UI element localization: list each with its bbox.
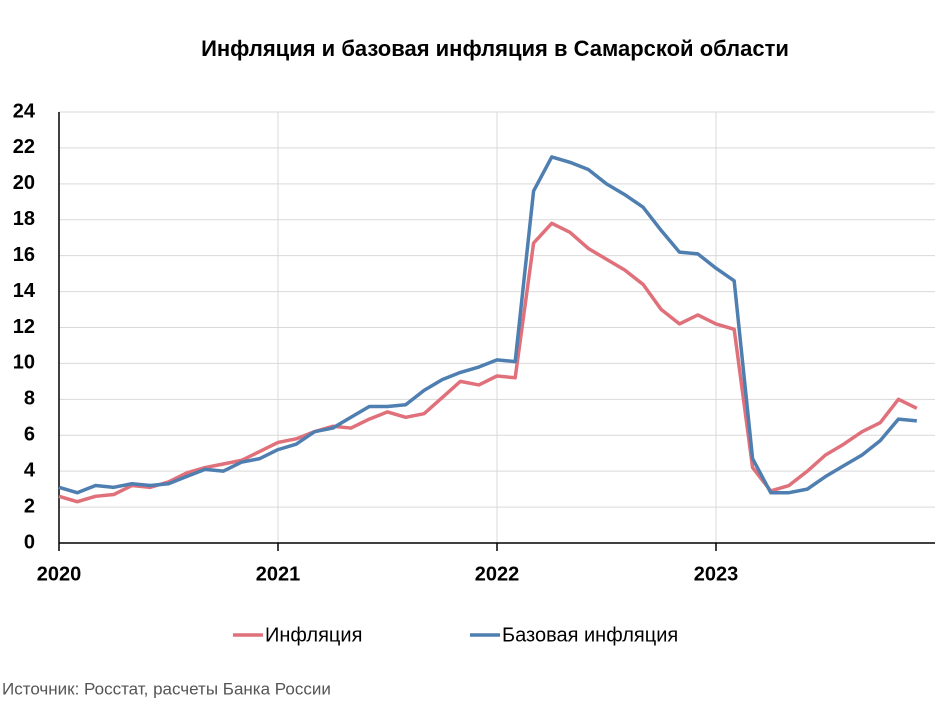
x-tick-label: 2022 (475, 563, 520, 585)
series-line (58, 155, 917, 495)
x-tick-label: 2021 (256, 563, 301, 585)
chart-title: Инфляция и базовая инфляция в Самарской … (201, 36, 789, 61)
y-tick-label: 14 (13, 280, 36, 302)
y-tick-label: 8 (24, 388, 35, 410)
y-tick-label: 6 (24, 424, 35, 446)
y-tick-label: 10 (13, 352, 35, 374)
y-tick-label: 12 (13, 316, 35, 338)
source-note: Источник: Росстат, расчеты Банка России (2, 679, 331, 698)
series-line (58, 221, 918, 504)
y-tick-label: 24 (13, 100, 36, 122)
y-tick-label: 2 (24, 495, 35, 517)
y-tick-label: 0 (24, 531, 35, 553)
y-tick-label: 20 (13, 172, 35, 194)
y-tick-label: 22 (13, 136, 35, 158)
y-tick-label: 16 (13, 244, 35, 266)
legend-label: Инфляция (265, 624, 362, 646)
y-tick-label: 4 (24, 459, 36, 481)
x-tick-label: 2023 (694, 563, 739, 585)
legend-label: Базовая инфляция (502, 624, 678, 646)
y-tick-label: 18 (13, 208, 35, 230)
x-tick-label: 2020 (37, 563, 82, 585)
